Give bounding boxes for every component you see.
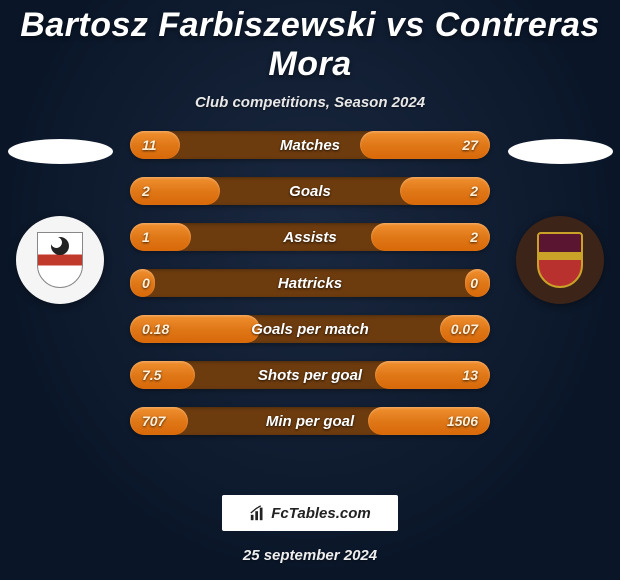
right-player-column <box>500 131 620 304</box>
stat-value-left: 7.5 <box>142 367 161 383</box>
right-club-badge <box>516 216 604 304</box>
stat-label: Goals per match <box>251 321 369 338</box>
stat-value-right: 2 <box>470 229 478 245</box>
stat-label: Min per goal <box>266 413 354 430</box>
stat-row: 1 Assists 2 <box>130 223 490 251</box>
right-player-silhouette <box>508 139 613 164</box>
stat-value-left: 11 <box>142 137 157 153</box>
left-club-badge <box>16 216 104 304</box>
stat-bar-left <box>130 223 191 251</box>
stat-value-right: 0.07 <box>451 321 478 337</box>
logo-text: FcTables.com <box>271 505 370 522</box>
page-subtitle: Club competitions, Season 2024 <box>0 94 620 111</box>
stat-label: Assists <box>283 229 336 246</box>
stat-bar-left <box>130 361 195 389</box>
stat-row: 11 Matches 27 <box>130 131 490 159</box>
stat-label: Goals <box>289 183 331 200</box>
snapshot-date: 25 september 2024 <box>0 547 620 564</box>
stat-label: Matches <box>280 137 340 154</box>
stat-value-right: 2 <box>470 183 478 199</box>
stat-row: 0 Hattricks 0 <box>130 269 490 297</box>
stat-value-right: 1506 <box>447 413 478 429</box>
stat-row: 7.5 Shots per goal 13 <box>130 361 490 389</box>
left-player-silhouette <box>8 139 113 164</box>
stat-label: Shots per goal <box>258 367 362 384</box>
stat-value-right: 27 <box>462 137 478 153</box>
stat-value-left: 0 <box>142 275 150 291</box>
stat-value-right: 0 <box>470 275 478 291</box>
chart-icon <box>249 504 267 522</box>
stat-row: 2 Goals 2 <box>130 177 490 205</box>
stat-value-left: 0.18 <box>142 321 169 337</box>
stats-list: 11 Matches 27 2 Goals 2 1 Assists 2 0 Hattricks 0 0.… <box>130 131 490 435</box>
left-player-column <box>0 131 120 304</box>
stat-row: 0.18 Goals per match 0.07 <box>130 315 490 343</box>
stat-label: Hattricks <box>278 275 342 292</box>
stat-value-right: 13 <box>462 367 478 383</box>
stat-value-left: 707 <box>142 413 165 429</box>
fctables-logo: FcTables.com <box>222 495 398 531</box>
stat-row: 707 Min per goal 1506 <box>130 407 490 435</box>
stat-value-left: 1 <box>142 229 150 245</box>
comparison-area: 11 Matches 27 2 Goals 2 1 Assists 2 0 Hattricks 0 0.… <box>0 131 620 471</box>
page-title: Bartosz Farbiszewski vs Contreras Mora <box>0 0 620 84</box>
stat-value-left: 2 <box>142 183 150 199</box>
